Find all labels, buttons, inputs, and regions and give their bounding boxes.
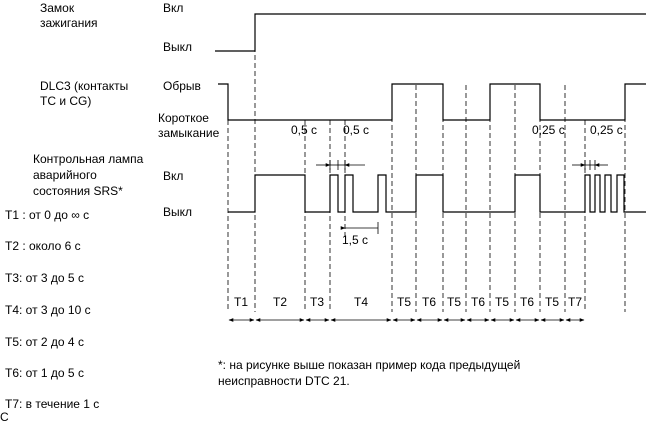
timing-desc-t5: T5: от 2 до 4 с [5,335,84,349]
ignition-waveform [215,13,646,52]
interval-label: T3 [310,295,324,309]
interval-labels: T1 T2 T3 T4 T5 T6 T5 T6 T5 T6 T5 T7 [234,295,582,309]
interval-label: T2 [273,295,287,309]
ignition-low-label: Выкл [163,40,192,54]
lamp-low-label: Выкл [163,205,192,219]
lamp-high-label: Вкл [163,169,183,183]
dlc3-waveform [218,83,646,121]
interval-label: T5 [397,295,411,309]
guide-lines [227,15,626,312]
interval-label: T5 [495,295,509,309]
dlc3-short-duration-4: 0,25 с [590,123,623,137]
ignition-high-label: Вкл [163,1,183,15]
dlc3-name-line2: TC и CG) [40,94,91,108]
interval-label: T6 [422,295,436,309]
corner-mark: C [0,410,9,424]
timing-desc-t2: T2 : около 6 с [5,239,81,253]
interval-label: T1 [234,295,248,309]
footnote-line1: *: на рисунке выше показан пример кода п… [218,358,520,372]
dlc3-low-label-line1: Короткое [158,111,209,125]
lamp-name-line1: Контрольная лампа [33,152,144,166]
timing-desc-t4: T4: от 3 до 10 с [5,303,91,317]
ignition-name-line2: зажигания [40,16,98,30]
dlc3-name-line1: DLC3 (контакты [40,79,128,93]
dimension-lines [316,160,608,234]
lamp-gap-duration: 1,5 с [342,233,368,247]
footnote-line2: неисправности DTC 21. [218,374,350,388]
dlc3-short-duration-3: 0,25 с [532,123,565,137]
dlc3-short-duration-1: 0,5 с [291,123,317,137]
interval-label: T4 [354,295,368,309]
interval-label: T6 [520,295,534,309]
timing-desc-t7: T7: в течение 1 с [5,397,99,411]
lamp-name-line3: состояния SRS* [33,184,123,198]
dlc3-low-label-line2: замыкание [158,126,220,140]
ignition-name-line1: Замок [40,1,75,15]
lamp-name-line2: аварийного [33,168,97,182]
interval-label: T5 [447,295,461,309]
timing-desc-t3: T3: от 3 до 5 с [5,271,84,285]
dlc3-high-label: Обрыв [163,79,201,93]
interval-label: T7 [568,295,582,309]
interval-label: T5 [545,295,559,309]
interval-label: T6 [471,295,485,309]
timing-desc-t6: T6: от 1 до 5 с [5,366,84,380]
dlc3-short-duration-2: 0,5 с [343,123,369,137]
timing-desc-t1: T1 : от 0 до ∞ с [5,208,89,222]
srs-lamp-waveform [228,174,646,213]
